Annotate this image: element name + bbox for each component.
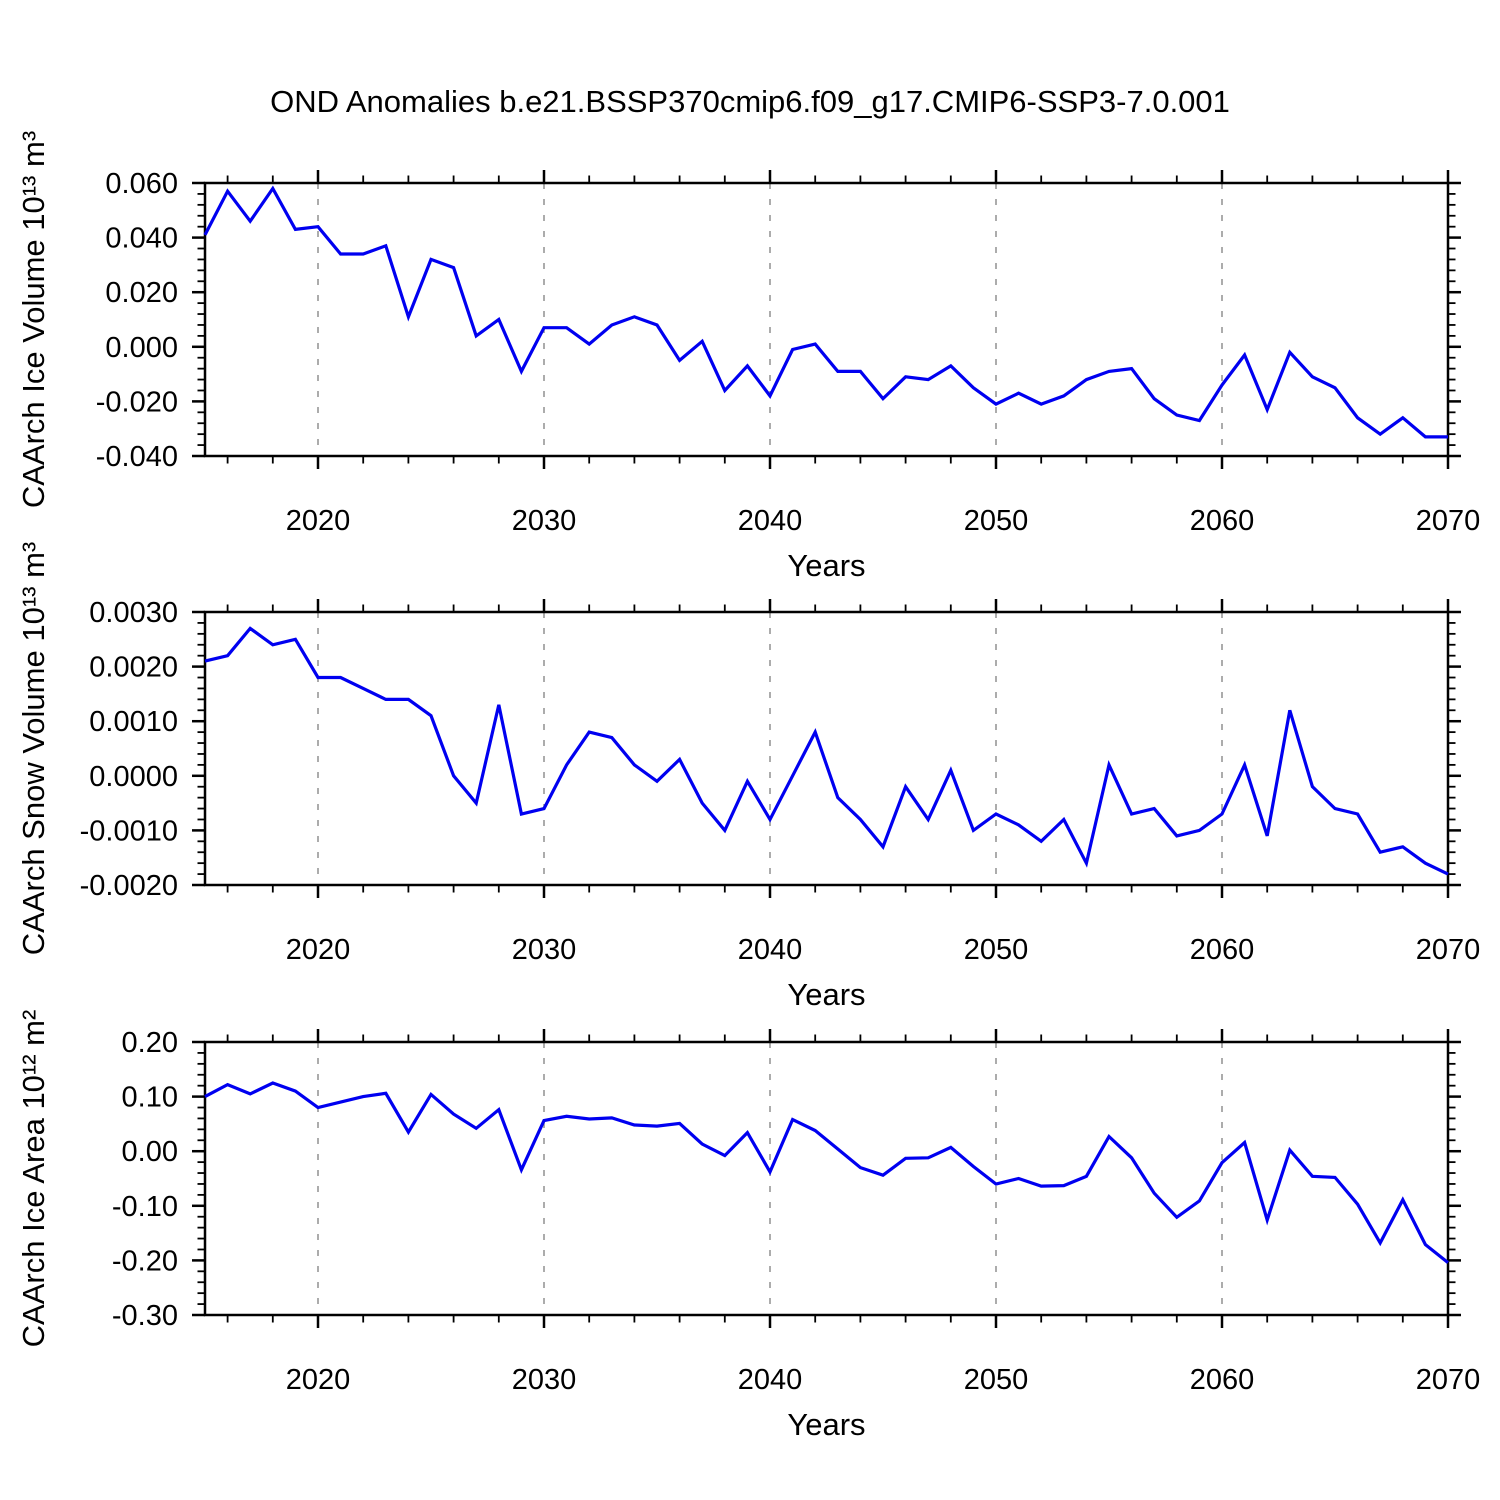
- x-tick-label: 2020: [286, 934, 351, 966]
- x-tick-label: 2020: [286, 505, 351, 537]
- y-tick-label: -0.10: [112, 1191, 178, 1223]
- x-tick-label: 2040: [738, 934, 803, 966]
- y-tick-label: 0.060: [105, 168, 178, 200]
- x-tick-label: 2070: [1416, 934, 1481, 966]
- figure-title: OND Anomalies b.e21.BSSP370cmip6.f09_g17…: [270, 84, 1230, 119]
- y-axis-title: CAArch Ice Volume 10¹³ m³: [16, 131, 51, 508]
- x-tick-label: 2030: [512, 934, 577, 966]
- y-tick-label: 0.020: [105, 277, 178, 309]
- x-tick-label: 2030: [512, 505, 577, 537]
- x-tick-label: 2030: [512, 1364, 577, 1396]
- x-tick-label: 2040: [738, 505, 803, 537]
- plot-frame: [203, 610, 1450, 887]
- data-line: [204, 626, 1449, 876]
- x-tick-label: 2050: [964, 505, 1029, 537]
- y-tick-label: -0.30: [112, 1300, 178, 1332]
- plot-frame: [203, 181, 1450, 458]
- y-tick-label: 0.0000: [89, 761, 178, 793]
- snow-volume-chart: 2020 2030 2040 2050 2060 2070 0.0030 0.0020 0.00…: [16, 542, 1480, 1012]
- x-axis-title: Years: [787, 548, 865, 583]
- x-axis-title: Years: [787, 1407, 865, 1442]
- y-tick-label: 0.00: [122, 1136, 178, 1168]
- y-tick-label: 0.000: [105, 332, 178, 364]
- ice-area-chart: 2020 2030 2040 2050 2060 2070 0.20 0.10 0.00 -0.1…: [16, 1010, 1480, 1442]
- y-tick-label: -0.20: [112, 1245, 178, 1277]
- y-tick-label: 0.10: [122, 1082, 178, 1114]
- y-tick-label: -0.040: [96, 441, 178, 473]
- y-tick-label: -0.0010: [80, 815, 178, 847]
- ice-volume-chart: 2020 2030 2040 2050 2060 2070 0.060 0.040 0.020 0…: [16, 131, 1480, 583]
- y-tick-label: -0.0020: [80, 870, 178, 902]
- y-tick-label: 0.0030: [89, 597, 178, 629]
- x-axis-title: Years: [787, 977, 865, 1012]
- y-tick-label: 0.040: [105, 223, 178, 255]
- x-tick-label: 2060: [1190, 934, 1255, 966]
- plot-frame: [203, 1040, 1450, 1317]
- x-tick-label: 2020: [286, 1364, 351, 1396]
- y-tick-label: 0.0010: [89, 706, 178, 738]
- y-axis-title: CAArch Ice Area 10¹² m²: [16, 1010, 51, 1348]
- x-tick-label: 2060: [1190, 505, 1255, 537]
- x-tick-label: 2050: [964, 1364, 1029, 1396]
- x-tick-label: 2070: [1416, 1364, 1481, 1396]
- y-tick-label: -0.020: [96, 386, 178, 418]
- y-tick-label: 0.0020: [89, 652, 178, 684]
- data-line: [203, 185, 1448, 439]
- x-tick-label: 2040: [738, 1364, 803, 1396]
- data-line: [204, 1081, 1449, 1264]
- x-tick-label: 2060: [1190, 1364, 1255, 1396]
- y-tick-label: 0.20: [122, 1027, 178, 1059]
- x-tick-label: 2050: [964, 934, 1029, 966]
- x-tick-label: 2070: [1416, 505, 1481, 537]
- y-axis-title: CAArch Snow Volume 10¹³ m³: [16, 542, 51, 955]
